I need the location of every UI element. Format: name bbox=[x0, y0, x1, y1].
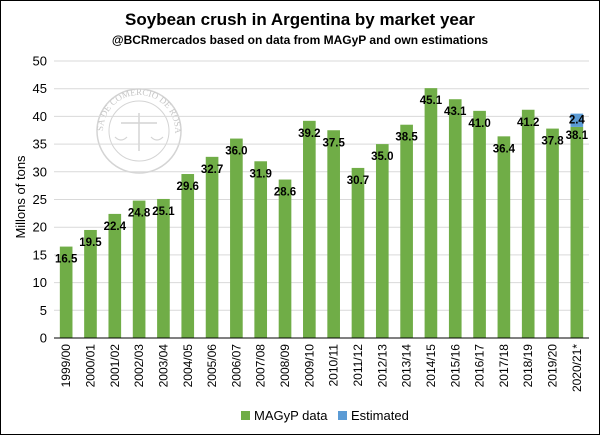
x-tick-label: 2015/16 bbox=[448, 344, 462, 388]
bar-magyp bbox=[132, 200, 146, 338]
x-tick-label: 2008/09 bbox=[278, 344, 292, 388]
y-tick-label: 25 bbox=[33, 192, 47, 207]
bar-magyp bbox=[351, 167, 365, 338]
bar-magyp bbox=[230, 138, 243, 338]
bar-magyp bbox=[521, 109, 535, 338]
legend: MAGyP data Estimated bbox=[241, 408, 409, 423]
watermark-inner-ring bbox=[108, 100, 170, 162]
data-label-magyp: 35.0 bbox=[371, 151, 393, 163]
x-tick-label: 2004/05 bbox=[181, 344, 195, 388]
data-label-magyp: 22.4 bbox=[104, 221, 127, 233]
bar-magyp bbox=[303, 120, 316, 338]
bars bbox=[59, 88, 584, 339]
legend-swatch-estimated bbox=[338, 411, 347, 420]
chart-subtitle: @BCRmercados based on data from MAGyP an… bbox=[112, 33, 489, 47]
legend-swatch-magyp bbox=[241, 411, 250, 420]
x-tick-label: 2006/07 bbox=[229, 344, 243, 388]
data-label-magyp: 43.1 bbox=[444, 106, 467, 118]
x-tick-label: 2013/14 bbox=[400, 344, 414, 388]
x-tick-label: 2016/17 bbox=[473, 344, 487, 388]
x-tick-label: 2020/21* bbox=[570, 344, 584, 392]
y-axis-ticks: 0 5 10 15 20 25 30 35 40 45 50 bbox=[33, 54, 47, 346]
bar-estimated bbox=[570, 113, 584, 127]
data-labels: 16.519.522.424.8 25.1 29.632.736.031.928.6… bbox=[55, 95, 589, 265]
data-label-magyp: 31.9 bbox=[250, 168, 272, 180]
data-label-magyp: 37.5 bbox=[322, 137, 345, 149]
y-tick-label: 15 bbox=[33, 247, 47, 262]
x-tick-label: 2005/06 bbox=[205, 344, 219, 388]
bar-magyp bbox=[448, 99, 462, 338]
legend-label-magyp: MAGyP data bbox=[254, 408, 328, 423]
data-label-magyp: 25.1 bbox=[152, 206, 175, 218]
bar-magyp bbox=[59, 246, 73, 338]
bar-magyp bbox=[400, 124, 413, 339]
data-label-magyp: 28.6 bbox=[274, 187, 296, 199]
x-tick-label: 2003/04 bbox=[156, 344, 170, 388]
x-tick-label: 2017/18 bbox=[497, 344, 511, 388]
data-label-magyp: 36.4 bbox=[493, 143, 516, 155]
bar-magyp bbox=[254, 161, 268, 338]
bar-magyp bbox=[205, 156, 219, 338]
y-tick-label: 40 bbox=[33, 109, 47, 124]
data-label-magyp: 41.0 bbox=[468, 118, 490, 130]
watermark-scale-pan-right bbox=[150, 136, 164, 141]
x-tick-label: 2001/02 bbox=[108, 344, 122, 388]
data-label-magyp: 37.8 bbox=[541, 136, 564, 148]
data-label-magyp: 32.7 bbox=[201, 164, 223, 176]
y-tick-label: 0 bbox=[40, 331, 47, 346]
bar-magyp bbox=[570, 126, 584, 339]
legend-label-estimated: Estimated bbox=[351, 408, 409, 423]
data-label-magyp: 41.2 bbox=[517, 117, 539, 129]
bar-magyp bbox=[157, 198, 170, 338]
data-label-magyp: 16.5 bbox=[55, 254, 78, 266]
y-tick-label: 50 bbox=[33, 54, 47, 69]
data-label-magyp: 30.7 bbox=[347, 175, 369, 187]
data-label-estimated: 2.4 bbox=[569, 115, 586, 127]
x-tick-label: 2018/19 bbox=[521, 344, 535, 388]
y-tick-label: 45 bbox=[33, 81, 47, 96]
data-label-magyp: 38.5 bbox=[395, 132, 418, 144]
chart-title: Soybean crush in Argentina by market yea… bbox=[125, 10, 475, 29]
y-axis-label: Millons of tons bbox=[13, 155, 28, 239]
data-label-magyp: 39.2 bbox=[298, 128, 320, 140]
x-tick-label: 1999/00 bbox=[59, 344, 73, 388]
bar-magyp bbox=[181, 174, 195, 338]
bar-magyp bbox=[473, 110, 486, 338]
bar-magyp bbox=[424, 88, 438, 338]
y-tick-label: 20 bbox=[33, 220, 47, 235]
data-label-magyp: 29.6 bbox=[177, 181, 199, 193]
y-tick-label: 35 bbox=[33, 137, 47, 152]
data-label-magyp: 36.0 bbox=[225, 146, 247, 158]
data-label-magyp: 19.5 bbox=[79, 237, 102, 249]
x-tick-label: 2000/01 bbox=[83, 344, 97, 388]
y-tick-label: 10 bbox=[33, 275, 47, 290]
bar-magyp bbox=[84, 229, 97, 338]
data-label-magyp: 38.1 bbox=[566, 130, 589, 142]
x-tick-label: 2011/12 bbox=[351, 344, 365, 387]
x-tick-label: 2009/10 bbox=[302, 344, 316, 388]
bar-magyp bbox=[546, 128, 559, 338]
x-tick-label: 2010/11 bbox=[327, 344, 341, 387]
x-tick-label: 2012/13 bbox=[375, 344, 389, 388]
x-tick-label: 2007/08 bbox=[254, 344, 268, 388]
data-label-magyp: 24.8 bbox=[128, 208, 151, 220]
bar-magyp bbox=[108, 213, 122, 338]
x-tick-label: 2014/15 bbox=[424, 344, 438, 388]
y-tick-label: 30 bbox=[33, 164, 47, 179]
watermark-scale-pan-left bbox=[114, 136, 128, 141]
x-tick-label: 2019/20 bbox=[546, 344, 560, 388]
bar-magyp bbox=[278, 179, 292, 338]
x-tick-label: 2002/03 bbox=[132, 344, 146, 388]
bar-magyp bbox=[327, 130, 340, 338]
data-label-magyp: 45.1 bbox=[420, 95, 443, 107]
bar-magyp bbox=[375, 144, 389, 338]
x-axis-ticks: 1999/00 2000/01 2001/02 2002/03 2003/04 2004/… bbox=[59, 344, 584, 392]
y-tick-label: 5 bbox=[40, 303, 47, 318]
bar-magyp bbox=[497, 136, 511, 338]
